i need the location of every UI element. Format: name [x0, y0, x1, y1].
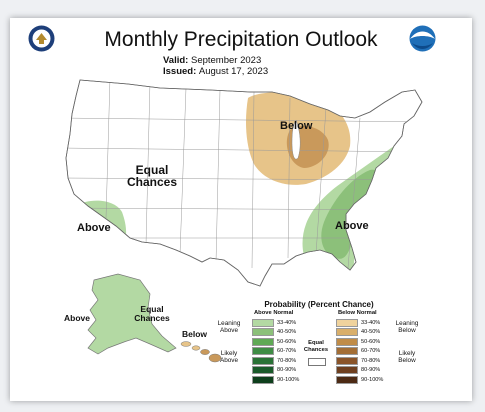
legend-below-bin-label: 33-40% — [361, 319, 381, 326]
lake-michigan — [291, 119, 301, 160]
label-below-great-lakes: Below — [280, 120, 313, 132]
legend-above-swatch — [252, 347, 274, 356]
legend-equal-chances-swatch — [308, 358, 326, 366]
legend-above-bin-label: 90-100% — [277, 376, 300, 383]
legend-above-swatch — [252, 366, 274, 375]
legend-above-row: 80-90% — [252, 366, 307, 376]
legend-above-bin-label: 60-70% — [277, 348, 297, 355]
outlook-card: Monthly Precipitation Outlook Valid: Sep… — [10, 18, 472, 401]
hawaii-islands — [180, 341, 222, 363]
legend-above-header: Above Normal — [254, 310, 294, 316]
issued-value: August 17, 2023 — [198, 66, 269, 77]
legend-above-row: 60-70% — [252, 347, 307, 357]
legend-leaning-above: Leaning Above — [217, 320, 241, 334]
legend-below-bin-label: 80-90% — [361, 367, 381, 374]
noaa-logo-icon — [409, 25, 436, 52]
legend-title: Probability (Percent Chance) — [264, 300, 374, 309]
legend-below-header: Below Normal — [338, 310, 377, 316]
alaska-shape — [87, 273, 177, 355]
legend-above-row: 33-40% — [252, 318, 307, 328]
valid-line: Valid: September 2023 — [163, 55, 261, 66]
legend-above-row: 50-60% — [252, 337, 307, 347]
legend-above-bin-label: 40-50% — [277, 329, 297, 336]
legend-above-swatch — [252, 356, 274, 365]
legend-above-bin-label: 33-40% — [277, 319, 297, 326]
legend-below-bin-label: 70-80% — [361, 357, 381, 364]
legend-below-swatch — [336, 318, 358, 327]
legend-below-bin-label: 60-70% — [361, 348, 381, 355]
valid-value: September 2023 — [190, 55, 262, 66]
doc-seal-icon — [28, 25, 55, 52]
legend-leaning-below: Leaning Below — [395, 320, 419, 334]
legend-above-bin-label: 50-60% — [277, 338, 297, 345]
legend-above-swatch — [252, 318, 274, 327]
label-equal-chances-west: Equal Chances — [126, 163, 178, 189]
legend-below-swatch — [336, 347, 358, 356]
issued-line: Issued: August 17, 2023 — [163, 66, 268, 77]
legend-below-column: 33-40% 40-50% 50-60% 60-70% 70-80% 80-90% 90-1… — [336, 318, 391, 385]
issued-label: Issued: — [163, 66, 197, 77]
legend-likely-above: Likely Above — [219, 350, 239, 364]
legend-below-bin-label: 40-50% — [361, 329, 381, 336]
legend-above-row: 90-100% — [252, 375, 307, 385]
valid-label: Valid: — [163, 55, 189, 66]
page-title: Monthly Precipitation Outlook — [104, 28, 378, 51]
legend-below-swatch — [336, 356, 358, 365]
legend-above-bin-label: 80-90% — [277, 367, 297, 374]
legend: Probability (Percent Chance) Above Norma… — [212, 300, 426, 396]
legend-below-bin-label: 50-60% — [361, 338, 381, 345]
label-above-alaska: Above — [64, 313, 90, 323]
legend-below-swatch — [336, 337, 358, 346]
label-above-southeast: Above — [335, 220, 369, 232]
legend-below-swatch — [336, 328, 358, 337]
legend-above-row: 40-50% — [252, 328, 307, 338]
legend-above-swatch — [252, 328, 274, 337]
legend-above-column: 33-40% 40-50% 50-60% 60-70% 70-80% 80-90% 90-1… — [252, 318, 307, 385]
legend-below-row: 40-50% — [336, 328, 391, 338]
legend-below-row: 90-100% — [336, 375, 391, 385]
legend-above-swatch — [252, 375, 274, 384]
legend-below-swatch — [336, 375, 358, 384]
label-equal-chances-alaska: Equal Chances — [134, 304, 170, 323]
legend-below-row: 80-90% — [336, 366, 391, 376]
legend-likely-below: Likely Below — [398, 350, 416, 364]
legend-below-row: 50-60% — [336, 337, 391, 347]
legend-below-row: 33-40% — [336, 318, 391, 328]
label-above-southwest: Above — [77, 222, 111, 234]
legend-above-swatch — [252, 337, 274, 346]
label-below-hawaii: Below — [182, 329, 208, 339]
legend-below-row: 60-70% — [336, 347, 391, 357]
precipitation-map — [65, 79, 423, 363]
legend-equal-chances: Equal Chances — [303, 340, 329, 353]
legend-above-bin-label: 70-80% — [277, 357, 297, 364]
legend-below-row: 70-80% — [336, 356, 391, 366]
legend-below-bin-label: 90-100% — [361, 376, 384, 383]
legend-below-swatch — [336, 366, 358, 375]
legend-above-row: 70-80% — [252, 356, 307, 366]
